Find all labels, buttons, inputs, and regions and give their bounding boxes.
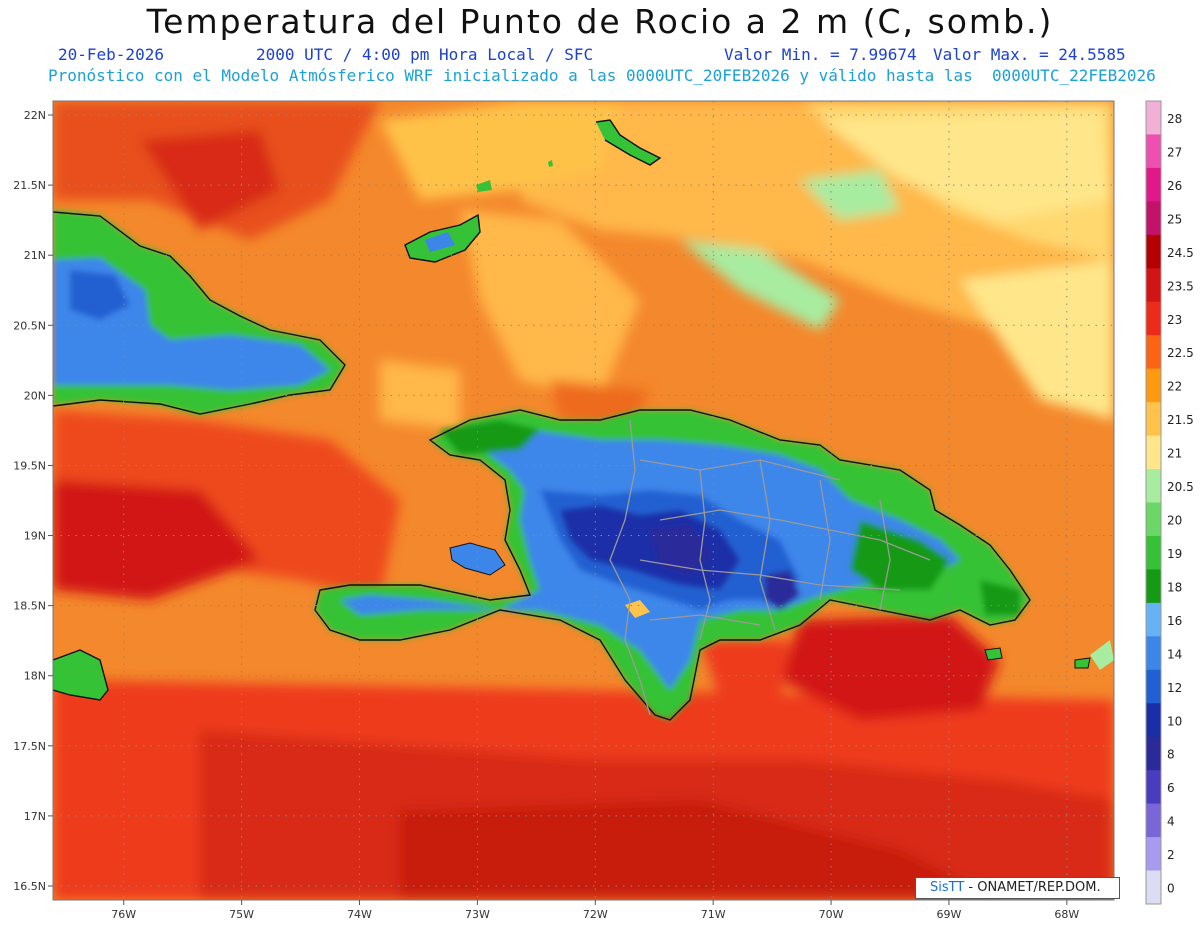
colorbar-label: 8 (1167, 748, 1175, 762)
colorbar-label: 0 (1167, 882, 1175, 896)
colorbar-label: 22.5 (1167, 346, 1194, 360)
colorbar-swatch (1146, 167, 1161, 202)
sistt-logo: SisTT (930, 880, 965, 895)
colorbar-frame (1145, 100, 1162, 905)
chart-title: Temperatura del Punto de Rocio a 2 m (C,… (146, 2, 1054, 41)
colorbar-label: 6 (1167, 781, 1175, 795)
colorbar-legend: 2827262524.523.52322.52221.52120.5201918… (1145, 100, 1194, 905)
colorbar-label: 2 (1167, 848, 1175, 862)
model-info: Pronóstico con el Modelo Atmósferico WRF… (48, 66, 1156, 85)
colorbar-swatch (1146, 368, 1161, 403)
colorbar-swatch (1146, 234, 1161, 269)
colorbar-swatch (1146, 435, 1161, 470)
coastline (53, 119, 1031, 721)
islands-north (405, 120, 660, 262)
colorbar-label: 28 (1167, 112, 1182, 126)
colorbar-label: 20.5 (1167, 480, 1194, 494)
colorbar-swatch (1146, 469, 1161, 503)
colorbar-swatch (1146, 770, 1161, 805)
lat-tick-label: 22N (24, 109, 46, 122)
colorbar-swatch (1146, 870, 1161, 905)
lat-tick-label: 18.5N (13, 600, 46, 613)
latitude-axis: 22N 21.5N 21N 20.5N 20N 19.5N 19N 18.5N 18N 17.5N… (13, 109, 53, 893)
lon-tick-label: 76W (111, 908, 136, 921)
max-value: Valor Max. = 24.5585 (933, 45, 1126, 64)
forecast-time: 2000 UTC / 4:00 pm Hora Local / SFC (256, 45, 594, 64)
other-islands (53, 542, 1114, 700)
lat-tick-label: 21.5N (13, 179, 46, 192)
lat-tick-label: 21N (24, 249, 46, 262)
lon-tick-label: 72W (583, 908, 608, 921)
lat-tick-label: 19N (24, 530, 46, 543)
colorbar-label: 19 (1167, 547, 1182, 561)
cuba-dewpoint (53, 210, 345, 415)
colorbar-swatch (1146, 837, 1161, 872)
lat-tick-label: 17.5N (13, 740, 46, 753)
credit-org: - ONAMET/REP.DOM. (964, 880, 1101, 895)
colorbar-swatch (1146, 602, 1161, 637)
colorbar-swatch (1146, 535, 1161, 570)
colorbar-swatch (1146, 201, 1161, 236)
colorbar-label: 21 (1167, 447, 1182, 461)
colorbar-swatch (1146, 402, 1161, 437)
lon-tick-label: 75W (229, 908, 254, 921)
lat-tick-label: 16.5N (13, 880, 46, 893)
colorbar-label: 14 (1167, 647, 1182, 661)
colorbar-label: 12 (1167, 681, 1182, 695)
colorbar-swatch (1146, 736, 1161, 771)
colorbar-swatch (1146, 301, 1161, 336)
lon-tick-label: 69W (937, 908, 962, 921)
province-borders (609, 419, 931, 716)
colorbar-swatch (1146, 101, 1161, 135)
lat-tick-label: 20N (24, 389, 46, 402)
plot-area (53, 101, 1114, 900)
plot-frame (52, 100, 1115, 901)
lat-tick-label: 20.5N (13, 319, 46, 332)
colorbar-swatch (1146, 803, 1161, 838)
colorbar-label: 26 (1167, 179, 1182, 193)
credit-box: SisTT - ONAMET/REP.DOM. (915, 877, 1120, 899)
colorbar-label: 21.5 (1167, 413, 1194, 427)
colorbar-label: 24.5 (1167, 246, 1194, 260)
lat-tick-label: 17N (24, 810, 46, 823)
lon-tick-label: 73W (465, 908, 490, 921)
colorbar-swatch (1146, 268, 1161, 303)
colorbar-label: 20 (1167, 514, 1182, 528)
lon-tick-label: 70W (819, 908, 844, 921)
colorbar-label: 10 (1167, 714, 1182, 728)
colorbar-swatch (1146, 636, 1161, 671)
colorbar-label: 27 (1167, 145, 1182, 159)
colorbar-label: 22 (1167, 380, 1182, 394)
colorbar-swatch (1146, 134, 1161, 169)
colorbar-label: 23.5 (1167, 279, 1194, 293)
ocean-dewpoint-field (53, 101, 1114, 900)
colorbar-swatch (1146, 335, 1161, 370)
colorbar-label: 18 (1167, 580, 1182, 594)
colorbar-label: 23 (1167, 313, 1182, 327)
longitude-axis: 76W 75W 74W 73W 72W 71W 70W 69W 68W (111, 900, 1079, 921)
colorbar-swatch (1146, 502, 1161, 537)
colorbar-swatch (1146, 703, 1161, 738)
lat-tick-label: 19.5N (13, 459, 46, 472)
forecast-date: 20-Feb-2026 (58, 45, 164, 64)
lon-tick-label: 68W (1054, 908, 1079, 921)
colorbar-swatch (1146, 569, 1161, 604)
lon-tick-label: 74W (347, 908, 372, 921)
colorbar-swatch (1146, 669, 1161, 704)
colorbar-label: 4 (1167, 815, 1175, 829)
lat-tick-label: 18N (24, 670, 46, 683)
min-value: Valor Min. = 7.99674 (724, 45, 917, 64)
colorbar-label: 25 (1167, 212, 1182, 226)
colorbar-label: 16 (1167, 614, 1182, 628)
lon-tick-label: 71W (701, 908, 726, 921)
